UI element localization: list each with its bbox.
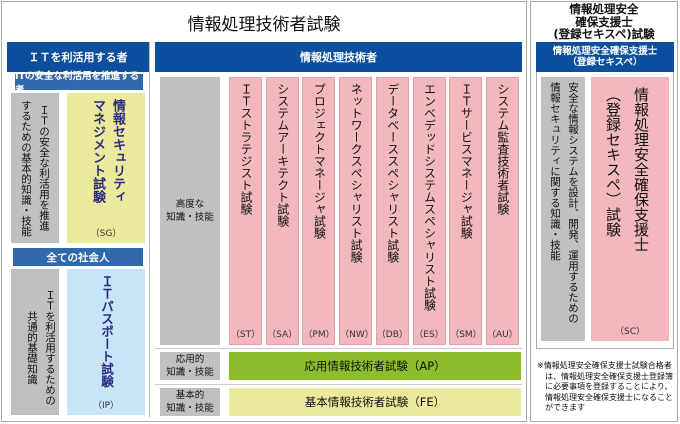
advanced-exam-column: システムアーキテクト試験 （SA） <box>265 77 299 345</box>
registration-note: ※情報処理安全確保支援士試験合格者は、情報処理安全確保支援士登録簿に必要事項を登… <box>537 361 673 412</box>
sc-exam-box: 情報処理安全確保支援士 （登録セキスペ）試験 （SC） <box>591 77 669 341</box>
advanced-exam-name: ネットワークスペシャリスト試験 <box>349 83 364 263</box>
advanced-exam-column: データベーススペシャリスト試験 （DB） <box>375 77 409 345</box>
advanced-exam-column: ＩＴサービスマネージャ試験 （SM） <box>449 77 483 345</box>
ip-exam-name: ＩＴパスポート試験 <box>99 275 114 388</box>
divider <box>149 42 150 417</box>
advanced-exam-name: ＩＴストラテジスト試験 <box>239 83 253 215</box>
sc-skill-label: 安全な情報システムを設計、開発、運用するための 情報セキュリティに関する知識・技… <box>541 77 585 341</box>
main-title: 情報処理技術者試験 <box>187 15 341 35</box>
sc-code: （SC） <box>615 327 645 337</box>
advanced-exam-code: （DB） <box>376 330 408 340</box>
side-title: 情報処理安全 確保支援士 (登録セキスペ)試験 <box>553 2 655 41</box>
advanced-exam-code: （NW） <box>340 330 374 340</box>
all-people-label: 全ての社会人 <box>13 248 143 266</box>
sc-exam-name: 情報処理安全確保支援士 （登録セキスペ）試験 <box>604 87 650 252</box>
fe-exam-bar: 基本情報技術者試験（FE） <box>229 388 521 416</box>
advanced-exam-column: エンベデッドシステムスペシャリスト試験 （ES） <box>412 77 446 345</box>
applied-level-label: 応用的 知識・技能 <box>160 352 220 380</box>
advanced-exam-code: （SA） <box>267 330 298 340</box>
side-header: 情報処理安全確保支援士 （登録セキスペ） <box>536 42 674 72</box>
sg-exam-name: 情報セキュリティ マネジメント試験 <box>90 99 125 203</box>
advanced-exam-code: （SM） <box>450 330 482 340</box>
ap-exam-bar: 応用情報技術者試験（AP） <box>229 352 521 380</box>
advanced-exam-name: ＩＴサービスマネージャ試験 <box>459 83 474 239</box>
advanced-exam-code: （AU） <box>487 330 518 340</box>
sg-exam-box: 情報セキュリティ マネジメント試験 （SG） <box>67 93 145 243</box>
advanced-exam-name: プロジェクトマネージャ試験 <box>312 83 327 239</box>
sg-skill-label: ＩＴの安全な利活用を推進 するための基本的知識・技能 <box>11 93 59 243</box>
ip-exam-box: ＩＴパスポート試験 （IP） <box>67 269 145 415</box>
advanced-level-label: 高度な 知識・技能 <box>160 77 220 345</box>
advanced-exam-code: （ES） <box>414 330 444 340</box>
promoters-label: ITの安全な利活用を推進する者 <box>15 71 143 96</box>
advanced-exam-name: エンベデッドシステムスペシャリスト試験 <box>422 83 437 311</box>
sg-code: （SG） <box>90 229 122 239</box>
ip-skill-label: ＩＴを利活用するための 共通的基礎知識 <box>11 269 59 415</box>
advanced-exam-column: システム監査技術者試験 （AU） <box>485 77 519 345</box>
row-divider <box>155 348 522 349</box>
basic-level-label: 基本的 知識・技能 <box>160 388 220 416</box>
ip-code: （IP） <box>92 401 120 411</box>
advanced-exam-column: ＩＴストラテジスト試験 （ST） <box>229 77 262 345</box>
advanced-exam-code: （PM） <box>303 330 335 340</box>
advanced-exam-column: プロジェクトマネージャ試験 （PM） <box>302 77 336 345</box>
it-users-header: ＩＴを利活用する者 <box>7 42 149 72</box>
side-box <box>536 72 674 349</box>
advanced-exams: ＩＴストラテジスト試験 （ST） システムアーキテクト試験 （SA） プロジェクトマネー… <box>229 77 521 345</box>
row-divider <box>155 384 522 385</box>
advanced-exam-name: システム監査技術者試験 <box>495 83 510 215</box>
advanced-exam-code: （ST） <box>230 330 261 340</box>
advanced-exam-name: システムアーキテクト試験 <box>275 83 290 227</box>
advanced-exam-name: データベーススペシャリスト試験 <box>385 83 400 263</box>
advanced-exam-column: ネットワークスペシャリスト試験 （NW） <box>339 77 374 345</box>
engineers-header: 情報処理技術者 <box>155 42 522 72</box>
